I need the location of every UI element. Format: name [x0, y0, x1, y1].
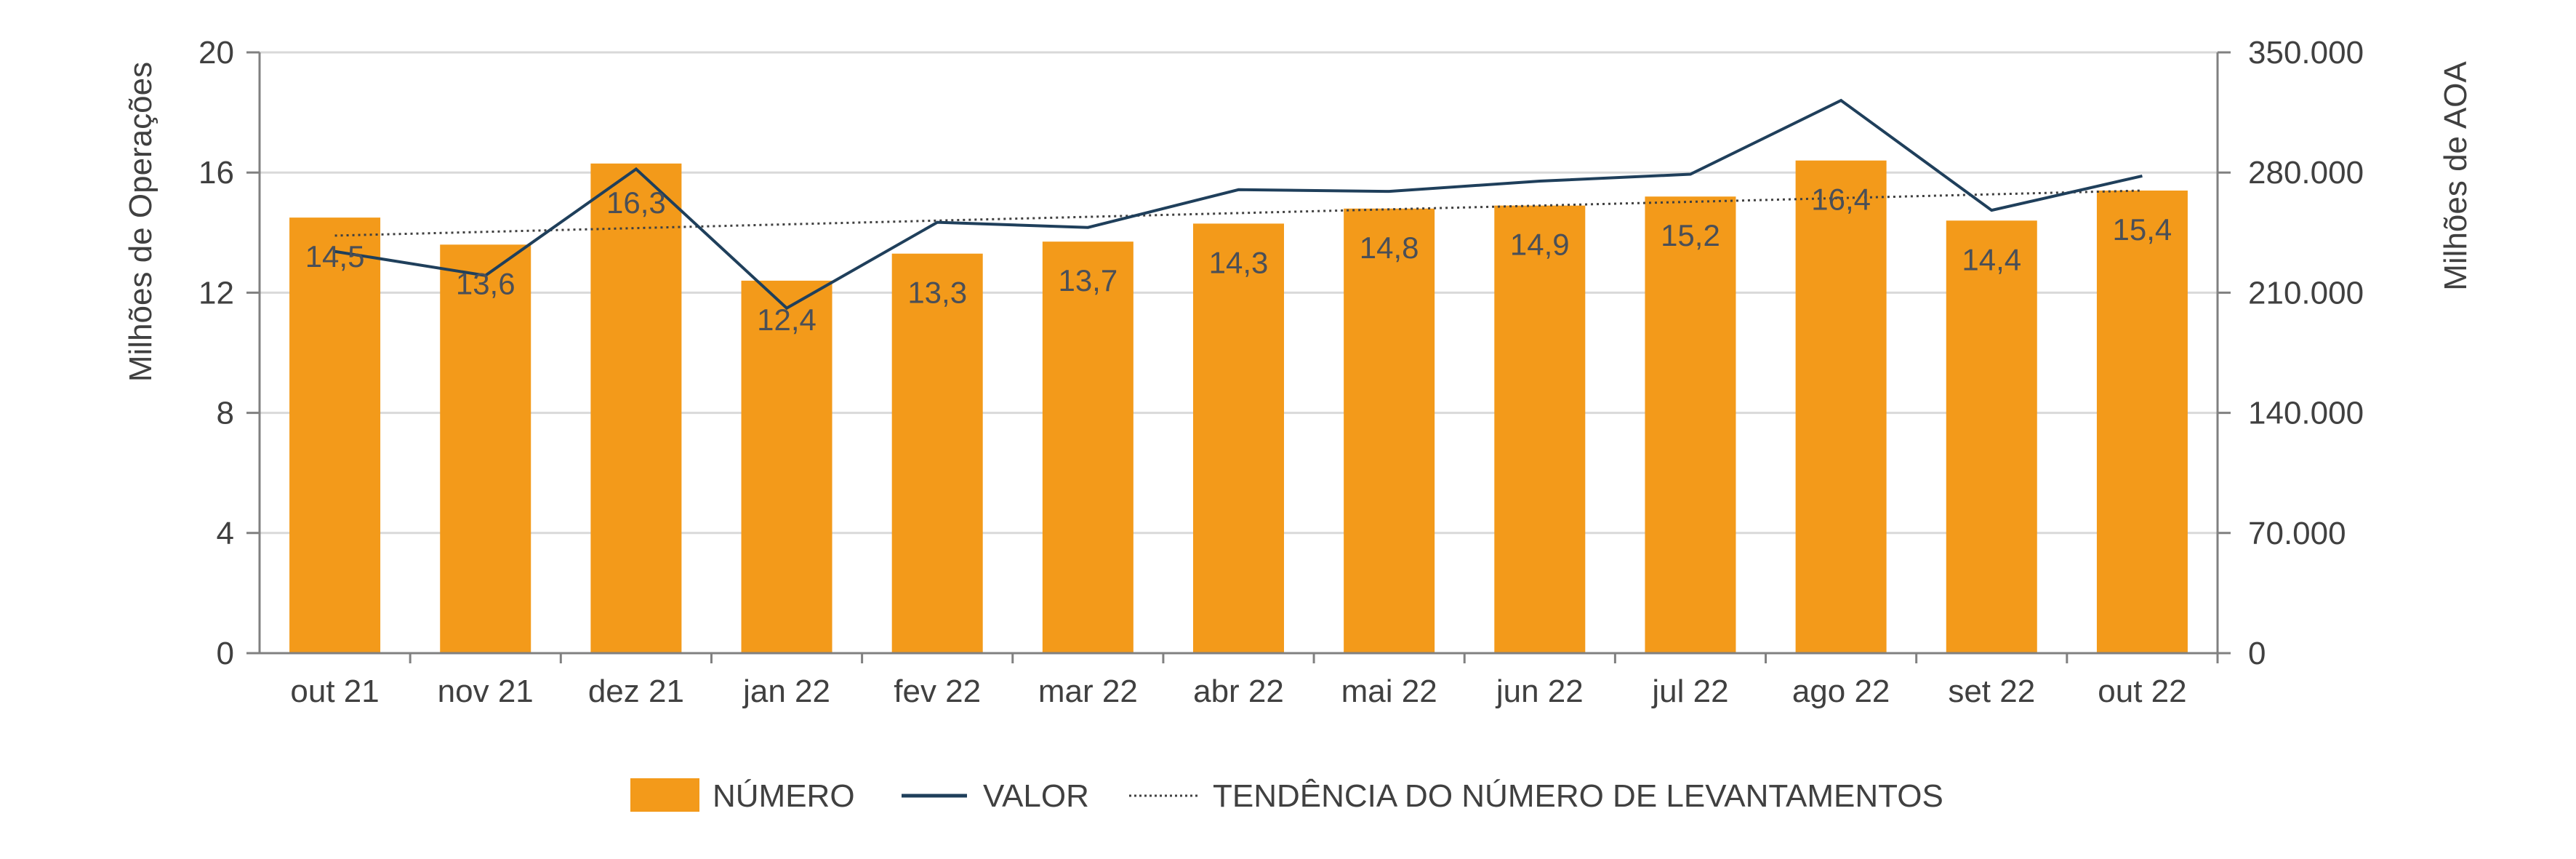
left-axis-title: Milhões de Operações: [123, 62, 159, 382]
x-tick-label: jul 22: [1650, 674, 1728, 709]
data-label: 16,3: [606, 185, 666, 220]
right-tick-label: 350.000: [2248, 35, 2364, 71]
data-label: 14,9: [1510, 228, 1570, 262]
right-tick-label: 70.000: [2248, 516, 2346, 551]
trendline-series: [334, 189, 2143, 237]
data-label: 16,4: [1811, 183, 1871, 217]
bar: [1494, 205, 1586, 653]
bar: [590, 163, 682, 653]
x-tick-label: dez 21: [588, 674, 684, 709]
right-axis-ticks: 0 70.000 140.000 210.000 280.000 350.000: [2248, 35, 2364, 671]
data-label: 14,5: [305, 239, 365, 273]
bar: [1344, 208, 1435, 653]
left-tick-label: 8: [217, 396, 234, 431]
bar: [1193, 223, 1284, 653]
bar: [289, 217, 381, 653]
x-tick-label: jan 22: [742, 674, 830, 709]
x-axis-ticks: out 21 nov 21 dez 21 jan 22 fev 22 mar 22 abr …: [290, 674, 2186, 709]
right-tick-label: 140.000: [2248, 396, 2364, 431]
legend: NÚMERO VALOR TENDÊNCIA DO NÚMERO DE LEVA…: [630, 778, 1943, 814]
bar: [741, 280, 832, 653]
data-label: 14,4: [1962, 242, 2021, 276]
left-tick-label: 12: [198, 275, 234, 311]
left-tick-label: 16: [198, 155, 234, 191]
left-axis-ticks: 0 4 8 12 16 20: [198, 35, 234, 671]
right-tick-label: 280.000: [2248, 155, 2364, 191]
data-label: 15,4: [2113, 212, 2172, 247]
x-tick-label: fev 22: [894, 674, 981, 709]
data-label: 14,8: [1360, 231, 1419, 265]
data-label: 14,3: [1209, 245, 1269, 279]
bar: [891, 253, 983, 654]
x-tick-label: abr 22: [1193, 674, 1284, 709]
data-label: 13,3: [907, 276, 967, 310]
data-label: 13,7: [1058, 263, 1118, 297]
data-label: 12,4: [757, 303, 816, 337]
data-label: 13,6: [456, 266, 515, 300]
x-tick-label: jun 22: [1495, 674, 1584, 709]
x-tick-label: set 22: [1948, 674, 2035, 709]
bar: [1795, 160, 1887, 653]
trendline: [334, 189, 2143, 237]
x-tick-label: out 21: [290, 674, 379, 709]
x-tick-label: nov 21: [438, 674, 534, 709]
line-series: [334, 98, 2143, 311]
data-label: 15,2: [1661, 218, 1720, 252]
bar: [440, 244, 531, 653]
legend-swatch-numero: [630, 778, 699, 812]
right-tick-label: 210.000: [2248, 275, 2364, 311]
legend-label-valor: VALOR: [983, 778, 1089, 814]
x-tick-label: ago 22: [1792, 674, 1890, 709]
left-tick-label: 0: [217, 636, 234, 671]
legend-label-tendencia: TENDÊNCIA DO NÚMERO DE LEVANTAMENTOS: [1213, 778, 1943, 814]
right-tick-label: 0: [2248, 636, 2266, 671]
legend-label-numero: NÚMERO: [713, 778, 855, 814]
bar-series: [289, 160, 2188, 654]
bar: [1946, 220, 2037, 653]
bar: [1645, 196, 1736, 653]
bar: [1042, 241, 1133, 653]
bar: [2096, 190, 2188, 654]
data-labels: 14,5 13,6 16,3 12,4 13,3 13,7 14,3 14,8 14,9 15,2…: [305, 183, 2172, 337]
left-tick-label: 4: [217, 516, 234, 551]
valor-line: [334, 98, 2143, 311]
right-axis-title: Milhões de AOA: [2438, 61, 2473, 291]
axes: [246, 51, 2231, 663]
left-tick-label: 20: [198, 35, 234, 71]
x-tick-label: out 22: [2098, 674, 2186, 709]
x-tick-label: mai 22: [1341, 674, 1437, 709]
x-tick-label: mar 22: [1038, 674, 1138, 709]
